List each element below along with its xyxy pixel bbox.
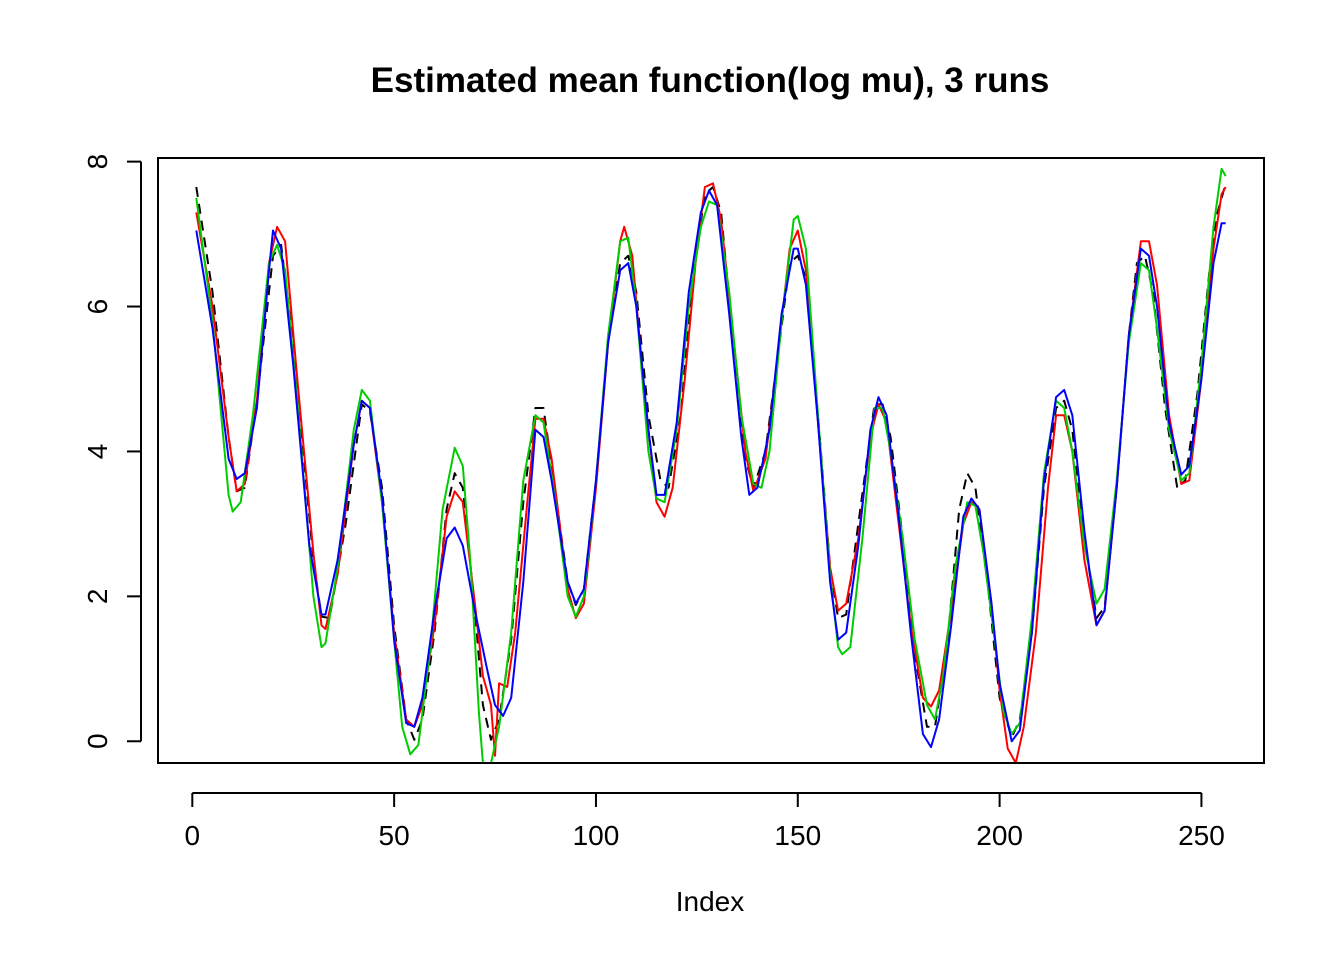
x-tick-label: 50 [379, 820, 410, 851]
y-tick-label: 2 [82, 589, 113, 605]
plot-frame [157, 157, 1265, 764]
chart-title: Estimated mean function(log mu), 3 runs [371, 61, 1050, 100]
y-tick-label: 8 [82, 154, 113, 170]
x-tick-label: 250 [1178, 820, 1225, 851]
axis-layer: 0 50 100 150 200 250 0 2 4 6 8 [82, 154, 1225, 851]
series-line-1 [195, 183, 1227, 741]
x-tick-label: 150 [774, 820, 821, 851]
x-tick-label: 200 [976, 820, 1023, 851]
y-tick-label: 0 [82, 733, 113, 749]
series-line-4 [195, 189, 1226, 749]
x-axis-label: Index [676, 886, 745, 917]
y-tick-label: 4 [82, 444, 113, 460]
x-tick-label: 0 [185, 820, 201, 851]
x-tick-label: 100 [573, 820, 620, 851]
y-tick-label: 6 [82, 299, 113, 315]
series-layer [195, 167, 1227, 763]
